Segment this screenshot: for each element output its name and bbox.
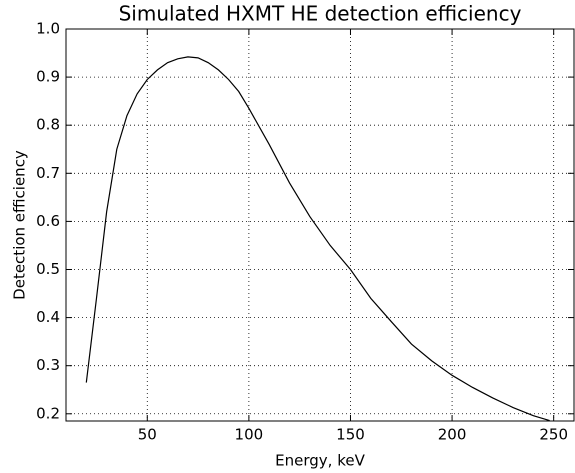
- chart-title: Simulated HXMT HE detection efficiency: [119, 2, 522, 26]
- x-axis-label: Energy, keV: [275, 452, 365, 470]
- y-tick-label: 0.8: [36, 116, 60, 134]
- y-tick-label: 1.0: [36, 20, 60, 38]
- y-tick-label: 0.5: [36, 260, 60, 278]
- data-line: [85, 56, 550, 422]
- plot-frame: [65, 28, 575, 422]
- x-tick-label: 100: [235, 426, 264, 444]
- x-tick-label: 200: [438, 426, 467, 444]
- y-tick-label: 0.3: [36, 356, 60, 374]
- x-tick-label: 50: [138, 426, 157, 444]
- y-tick-label: 0.7: [36, 164, 60, 182]
- y-axis-label: Detection efficiency: [11, 150, 29, 300]
- y-tick-label: 0.2: [36, 404, 60, 422]
- y-tick-label: 0.9: [36, 68, 60, 86]
- y-tick-label: 0.6: [36, 212, 60, 230]
- y-tick-label: 0.4: [36, 308, 60, 326]
- x-tick-label: 150: [336, 426, 365, 444]
- x-tick-label: 250: [539, 426, 568, 444]
